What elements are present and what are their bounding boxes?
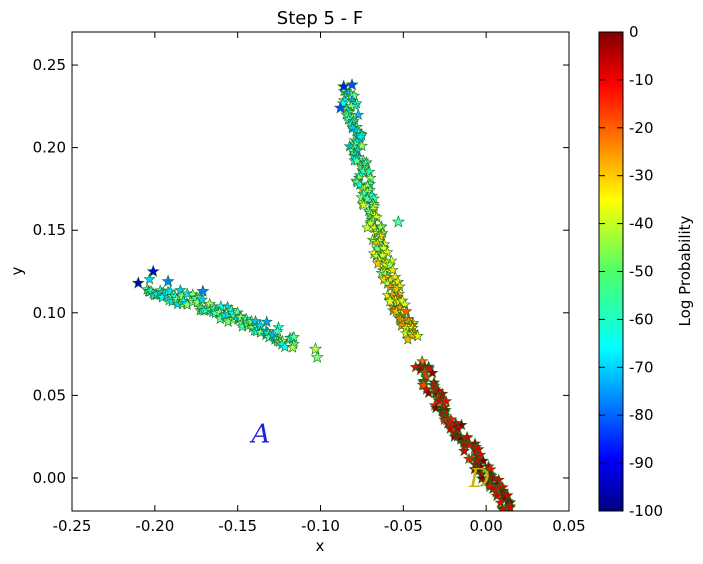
data-point — [352, 108, 365, 120]
x-tick-label: 0.05 — [552, 517, 585, 535]
data-point — [390, 282, 404, 295]
data-point — [278, 340, 292, 353]
data-point — [504, 501, 517, 511]
data-point-outlier — [391, 215, 405, 228]
data-point — [477, 454, 490, 466]
y-tick-label: 0.15 — [33, 221, 66, 239]
data-point-outlier — [196, 284, 210, 297]
y-tick-label: 0.25 — [33, 56, 66, 74]
data-point — [496, 503, 510, 511]
data-point — [416, 355, 429, 367]
data-point — [363, 165, 376, 177]
data-point — [143, 272, 156, 285]
x-tick-label: -0.25 — [53, 517, 92, 535]
data-point — [371, 257, 385, 269]
colorbar-tick-label: -60 — [629, 310, 654, 328]
data-point — [164, 285, 177, 297]
x-tick-label: 0.00 — [469, 517, 502, 535]
x-tick-label: -0.15 — [218, 517, 257, 535]
data-point-outlier — [161, 274, 175, 288]
data-point — [286, 341, 299, 353]
data-point-outlier — [333, 101, 347, 114]
data-point — [487, 471, 500, 484]
x-axis-label: x — [316, 537, 325, 555]
colorbar-tick-label: 0 — [629, 23, 639, 41]
annotation-label: D — [468, 464, 490, 494]
data-point-outlier — [131, 276, 145, 289]
data-point — [345, 100, 358, 112]
data-point — [439, 394, 453, 407]
data-point — [436, 387, 449, 400]
annotation-label: A — [249, 419, 270, 449]
data-point-outlier — [345, 78, 359, 91]
data-point — [401, 333, 414, 345]
data-point — [347, 89, 361, 101]
colorbar-label: Log Probability — [676, 215, 694, 326]
data-point — [461, 430, 474, 443]
colorbar-tick-label: -20 — [629, 119, 654, 137]
data-point — [355, 139, 368, 152]
data-point — [391, 275, 404, 288]
y-tick-label: 0.05 — [33, 386, 66, 404]
data-point — [400, 305, 413, 317]
plot-frame — [71, 31, 570, 512]
data-point-outlier — [308, 342, 323, 355]
data-point — [260, 315, 273, 328]
data-point-outlier — [383, 294, 397, 307]
y-tick-label: 0.10 — [33, 304, 66, 322]
colorbar-tick-label: -40 — [629, 215, 654, 233]
colorbar-tick-label: -90 — [629, 454, 654, 472]
data-point — [195, 293, 209, 305]
colorbar-tick-label: -30 — [629, 167, 654, 185]
data-point — [411, 329, 424, 342]
colorbar-tick-label: -50 — [629, 263, 654, 281]
data-point-outlier — [310, 350, 324, 363]
y-tick-label: 0.00 — [33, 469, 66, 487]
data-point — [381, 246, 394, 258]
data-point — [181, 287, 194, 299]
y-tick-label: 0.20 — [33, 139, 66, 157]
data-point — [383, 258, 397, 270]
chart-title: Step 5 - F — [277, 8, 363, 29]
data-point — [474, 448, 487, 460]
colorbar-tick-label: -100 — [629, 502, 663, 520]
colorbar-tick-label: -10 — [629, 71, 654, 89]
x-tick-label: -0.05 — [384, 517, 423, 535]
data-point-outlier — [146, 264, 160, 278]
data-point — [390, 305, 403, 317]
data-point — [386, 263, 399, 276]
data-point — [398, 298, 411, 310]
data-point — [432, 394, 445, 407]
x-tick-label: -0.10 — [301, 517, 340, 535]
data-point — [458, 444, 471, 457]
y-axis-label: y — [8, 266, 26, 275]
x-tick-label: -0.20 — [135, 517, 174, 535]
colorbar-tick-label: -80 — [629, 406, 654, 424]
colorbar-tick-label: -70 — [629, 358, 654, 376]
data-point — [174, 283, 187, 296]
data-point — [357, 198, 370, 211]
data-point — [426, 366, 439, 379]
data-point — [214, 300, 227, 312]
